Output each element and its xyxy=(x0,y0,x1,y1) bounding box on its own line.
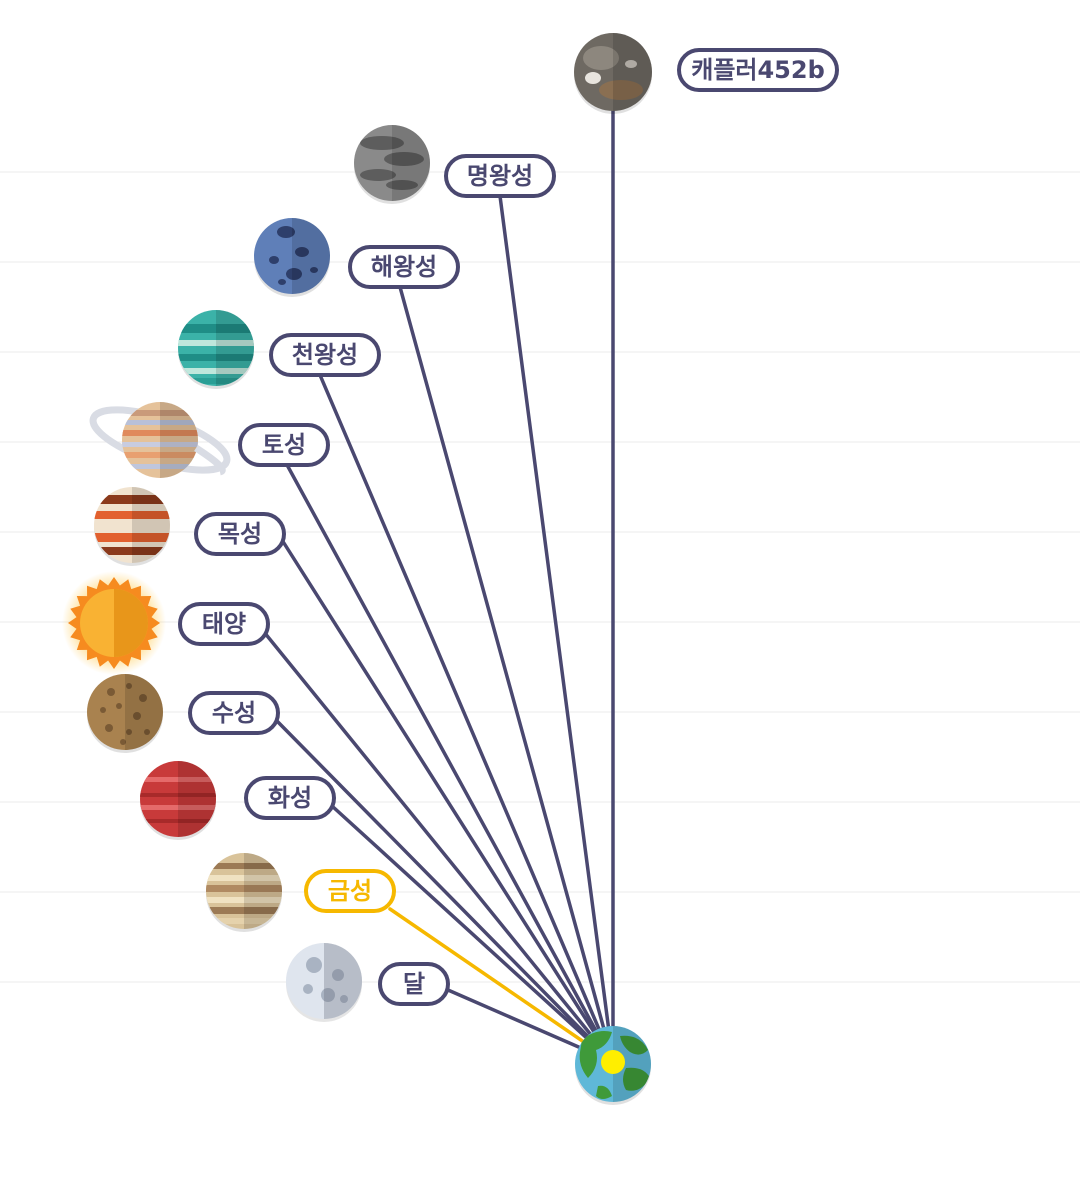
pluto-icon xyxy=(354,125,430,204)
saturn-icon xyxy=(89,402,231,478)
venus-icon xyxy=(206,853,282,932)
neptune-icon xyxy=(254,218,330,297)
connector-line-neptune xyxy=(398,285,615,1064)
label-sun[interactable]: 태양 xyxy=(178,602,270,646)
label-uranus[interactable]: 천왕성 xyxy=(269,333,381,377)
moon-icon xyxy=(286,943,362,1022)
mars-icon xyxy=(140,761,216,840)
uranus-icon xyxy=(178,310,254,389)
connector-line-mars xyxy=(330,804,615,1064)
label-moon[interactable]: 달 xyxy=(378,962,450,1006)
earth-icon[interactable] xyxy=(575,1026,651,1105)
label-saturn[interactable]: 토성 xyxy=(238,423,330,467)
connector-line-sun xyxy=(262,630,615,1064)
sun-icon xyxy=(62,571,166,675)
connector-line-mercury xyxy=(274,718,615,1064)
background-gridlines xyxy=(0,171,1080,983)
connector-line-saturn xyxy=(284,461,615,1064)
label-pluto[interactable]: 명왕성 xyxy=(444,154,556,198)
kepler-452b-icon xyxy=(574,33,652,114)
earth-marker-dot xyxy=(601,1050,625,1074)
connector-line-uranus xyxy=(318,373,615,1064)
label-mars[interactable]: 화성 xyxy=(244,776,336,820)
label-mercury[interactable]: 수성 xyxy=(188,691,280,735)
connector-lines xyxy=(262,93,615,1064)
label-venus[interactable]: 금성 xyxy=(304,869,396,913)
label-jupiter[interactable]: 목성 xyxy=(194,512,286,556)
mercury-icon xyxy=(87,674,163,753)
connector-line-pluto xyxy=(498,194,615,1064)
jupiter-icon xyxy=(94,487,170,566)
connector-line-jupiter xyxy=(280,538,615,1064)
connector-line-venus xyxy=(388,907,615,1064)
label-neptune[interactable]: 해왕성 xyxy=(348,245,460,289)
label-kepler-452b[interactable]: 캐플러452b xyxy=(677,48,839,92)
